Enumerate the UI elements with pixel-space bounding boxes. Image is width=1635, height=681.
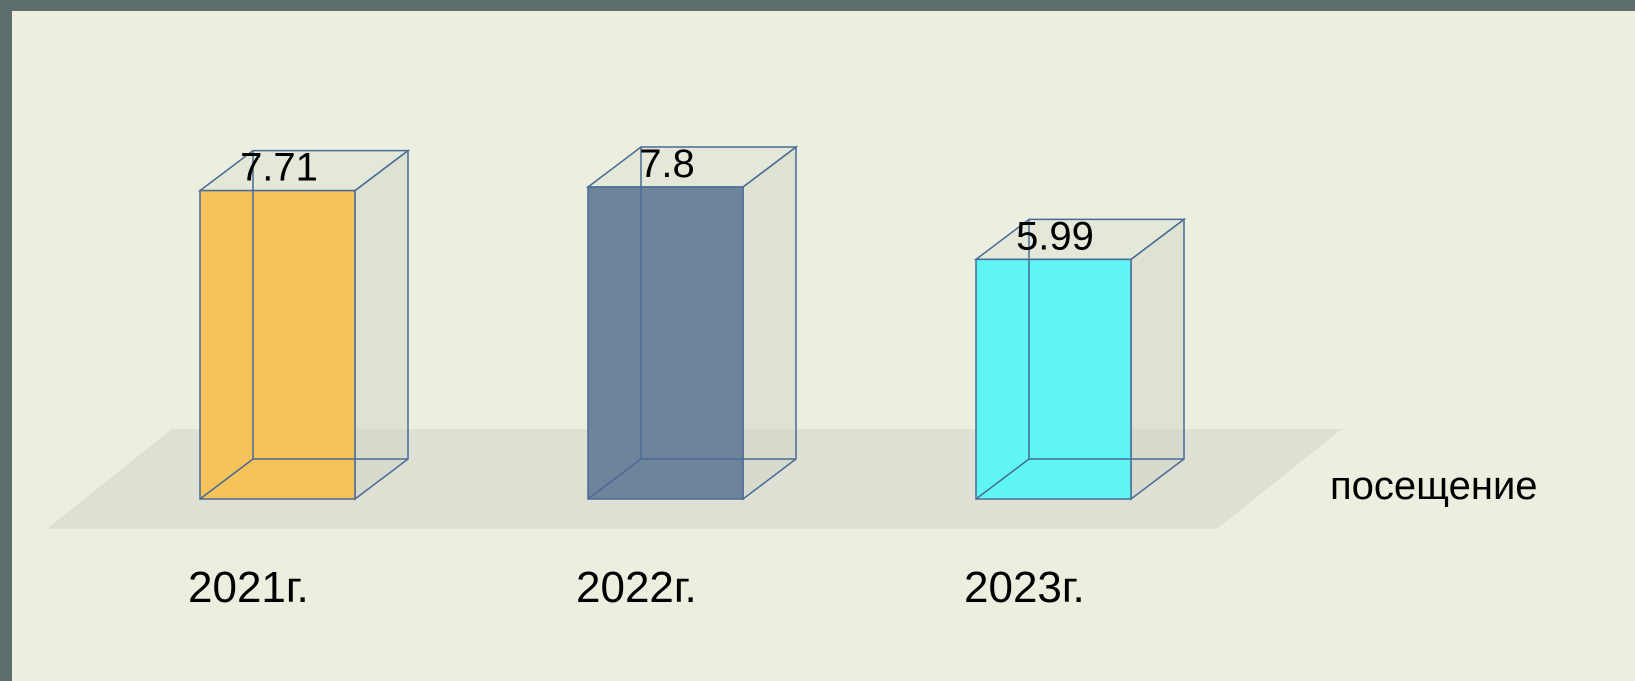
bar-hidden-edge — [199, 458, 254, 500]
bar-side-face — [1130, 217, 1185, 501]
bars-layer — [197, 145, 1187, 501]
data-label: 5.99 — [1016, 214, 1094, 258]
bar-chart: 7.71 2021г. 7.8 2022г. 5.99 2023г. посещение — [47, 142, 1538, 612]
data-label: 7.8 — [639, 142, 695, 186]
legend-series-label: посещение — [1330, 464, 1538, 508]
bar-front-face — [587, 186, 744, 500]
category-label: 2023г. — [964, 563, 1085, 612]
bar-front-face — [975, 258, 1132, 500]
slide-background: 7.71 2021г. 7.8 2022г. 5.99 2023г. посещение — [12, 11, 1635, 681]
labels-layer: 7.71 2021г. 7.8 2022г. 5.99 2023г. — [188, 142, 1094, 612]
bar-1 — [197, 149, 411, 501]
data-label: 7.71 — [240, 146, 318, 190]
bar-2 — [585, 145, 799, 501]
category-label: 2021г. — [188, 563, 309, 612]
bar-3 — [973, 217, 1187, 501]
category-label: 2022г. — [576, 563, 697, 612]
bar-side-face — [354, 149, 409, 501]
bar-hidden-edge — [587, 458, 642, 500]
bar-side-face — [742, 145, 797, 501]
bar-front-face — [199, 189, 356, 500]
bar-hidden-edge — [975, 458, 1030, 500]
